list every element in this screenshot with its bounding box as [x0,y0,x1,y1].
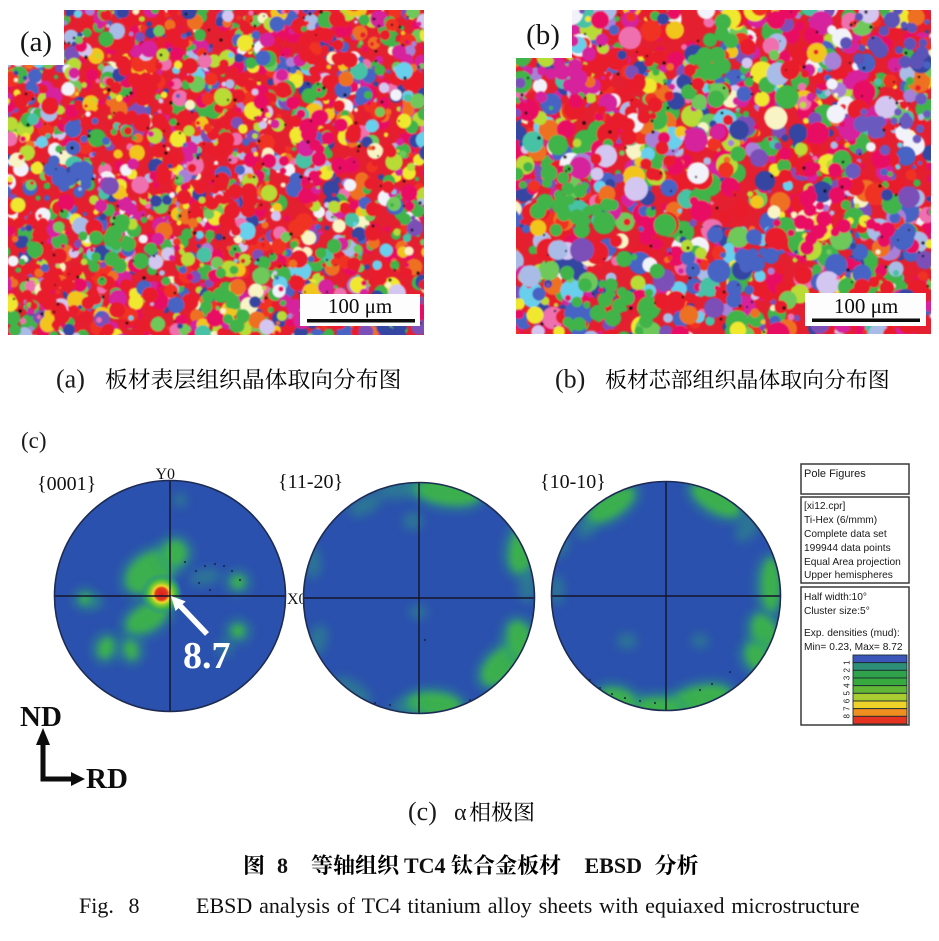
svg-text:100 μm: 100 μm [834,294,898,318]
svg-text:{10-10}: {10-10} [540,471,606,493]
svg-text:7: 7 [843,706,852,711]
svg-text:Complete data set: Complete data set [804,529,887,540]
svg-text:(a): (a) [56,365,85,394]
svg-text:(c): (c) [408,797,437,826]
svg-text:{11-20}: {11-20} [278,471,343,493]
svg-text:8: 8 [277,853,288,878]
svg-text:8.7: 8.7 [183,635,231,677]
svg-text:Pole Figures: Pole Figures [804,468,866,480]
svg-text:Half width:10°: Half width:10° [804,592,867,603]
svg-text:Upper hemispheres: Upper hemispheres [804,570,893,581]
svg-text:α: α [454,800,467,826]
svg-text:4: 4 [843,683,852,688]
svg-text:5: 5 [843,691,852,696]
svg-text:Min= 0.23, Max= 8.72: Min= 0.23, Max= 8.72 [804,642,903,653]
svg-text:8: 8 [843,714,852,719]
svg-text:RD: RD [86,763,128,795]
svg-text:Equal Area projection: Equal Area projection [804,557,901,568]
svg-text:100 μm: 100 μm [328,294,392,318]
svg-text:Cluster size:5°: Cluster size:5° [804,606,870,617]
svg-text:(b): (b) [526,19,560,51]
svg-text:[xi12.cpr]: [xi12.cpr] [804,501,846,512]
svg-text:3: 3 [843,675,852,680]
svg-text:1: 1 [843,660,852,665]
svg-text:(a): (a) [20,26,52,58]
svg-text:Fig.: Fig. [79,893,114,918]
svg-text:(b): (b) [555,365,585,394]
svg-text:EBSD: EBSD [585,853,642,878]
svg-text:Y0: Y0 [155,466,175,483]
svg-text:TC4: TC4 [404,853,446,878]
svg-text:{0001}: {0001} [37,473,96,495]
svg-text:(c): (c) [21,428,47,453]
svg-text:Exp. densities (mud):: Exp. densities (mud): [804,628,900,639]
svg-text:EBSD analysis of TC4 titanium: EBSD analysis of TC4 titanium alloy shee… [196,893,860,918]
svg-text:2: 2 [843,668,852,673]
svg-text:ND: ND [20,701,62,733]
svg-text:Ti-Hex (6/mmm): Ti-Hex (6/mmm) [804,515,877,526]
svg-text:6: 6 [843,698,852,703]
svg-text:199944 data points: 199944 data points [804,543,891,554]
svg-text:X0: X0 [287,591,307,608]
svg-text:8: 8 [129,893,140,918]
